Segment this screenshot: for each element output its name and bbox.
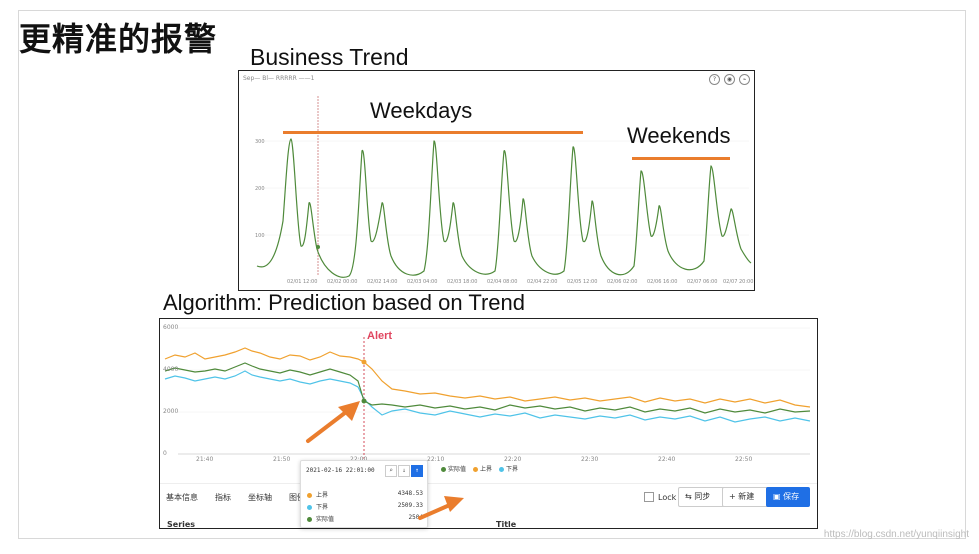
prediction-plot bbox=[164, 327, 811, 459]
tooltip-date: 2021-02-16 22:01:00 bbox=[306, 467, 375, 474]
trend-x-tick: 02/04 08:00 bbox=[487, 279, 518, 285]
legend-item-lower[interactable]: 下界 bbox=[499, 464, 518, 473]
trend-panel-header: Sep— Bl— RRRRR ——1 bbox=[243, 75, 315, 82]
tab-axis[interactable]: 坐标轴 bbox=[248, 493, 272, 502]
prediction-x-tick: 22:20 bbox=[504, 456, 522, 463]
weekends-annotation: Weekends bbox=[627, 123, 731, 148]
sort-asc-icon[interactable]: ↑ bbox=[411, 465, 423, 477]
sync-icon: ⇆ bbox=[685, 492, 692, 501]
trend-y-tick: 200 bbox=[255, 186, 265, 192]
new-button[interactable]: + 新建 bbox=[722, 487, 772, 507]
sync-button[interactable]: ⇆ 同步 bbox=[678, 487, 728, 507]
trend-x-tick: 02/04 22:00 bbox=[527, 279, 558, 285]
eye-icon[interactable]: ◉ bbox=[724, 74, 735, 85]
watermark: https://blog.csdn.net/yunqiinsight bbox=[823, 529, 969, 540]
lock-label: Lock bbox=[658, 492, 677, 502]
data-tooltip: 2021-02-16 22:01:00 ⌕ ↓ ↑ 上界 4348.53 下界 … bbox=[300, 460, 428, 528]
tab-legend[interactable]: 图例 bbox=[289, 493, 305, 502]
save-button[interactable]: ▣ 保存 bbox=[766, 487, 810, 507]
tab-basic-info[interactable]: 基本信息 bbox=[166, 493, 198, 502]
business-trend-panel: Sep— Bl— RRRRR ——1 ? ◉ ⌁ 300 200 100 02/… bbox=[238, 70, 755, 291]
upper-bound-line bbox=[164, 347, 811, 408]
trend-series-line bbox=[256, 138, 752, 278]
trend-x-tick: 02/02 14:00 bbox=[367, 279, 398, 285]
trend-x-tick: 02/03 04:00 bbox=[407, 279, 438, 285]
prediction-y-tick: 6000 bbox=[163, 324, 179, 331]
lower-bound-line bbox=[164, 370, 811, 423]
title-label: Title bbox=[496, 520, 517, 529]
prediction-x-tick: 22:00 bbox=[350, 456, 367, 463]
weekdays-bar bbox=[283, 131, 583, 134]
trend-panel-icons: ? ◉ ⌁ bbox=[709, 74, 750, 85]
save-icon: ▣ bbox=[773, 492, 781, 501]
trend-x-tick: 02/06 16:00 bbox=[647, 279, 678, 285]
upper-bound-marker bbox=[361, 359, 367, 365]
trend-x-tick: 02/06 02:00 bbox=[607, 279, 638, 285]
lock-toggle[interactable]: Lock bbox=[644, 492, 676, 502]
business-trend-heading: Business Trend bbox=[250, 44, 409, 70]
lock-checkbox[interactable] bbox=[644, 492, 654, 502]
prediction-y-tick: 0 bbox=[163, 450, 167, 457]
actual-value-line bbox=[164, 362, 811, 414]
trend-plot bbox=[256, 96, 752, 278]
prediction-x-tick: 22:40 bbox=[658, 456, 676, 463]
prediction-x-tick: 22:10 bbox=[427, 456, 445, 463]
tooltip-row-lower: 下界 2509.33 bbox=[307, 502, 423, 511]
legend-item-actual[interactable]: 实际值 bbox=[441, 464, 466, 473]
alert-label: Alert bbox=[367, 330, 393, 342]
sort-desc-icon[interactable]: ↓ bbox=[398, 465, 410, 477]
prediction-x-tick: 22:30 bbox=[581, 456, 599, 463]
link-icon[interactable]: ⌁ bbox=[739, 74, 750, 85]
tooltip-row-actual: 实际值 2504 bbox=[307, 514, 423, 523]
arrow-to-tooltip bbox=[418, 496, 464, 520]
prediction-y-tick: 4000 bbox=[163, 366, 179, 373]
prediction-legend: 实际值 上界 下界 bbox=[441, 464, 518, 473]
trend-y-tick: 100 bbox=[255, 233, 265, 239]
arrow-to-alert bbox=[306, 401, 360, 443]
trend-x-tick: 02/07 20:00 bbox=[723, 279, 754, 285]
trend-x-tick: 02/03 18:00 bbox=[447, 279, 478, 285]
tooltip-row-upper: 上界 4348.53 bbox=[307, 490, 423, 499]
tab-metrics[interactable]: 指标 bbox=[215, 493, 231, 502]
help-icon[interactable]: ? bbox=[709, 74, 720, 85]
series-label: Series bbox=[167, 520, 196, 529]
trend-x-tick: 02/01 12:00 bbox=[287, 279, 318, 285]
prediction-divider bbox=[160, 483, 817, 484]
slide-title: 更精准的报警 bbox=[19, 20, 218, 58]
trend-x-tick: 02/05 12:00 bbox=[567, 279, 598, 285]
actual-value-marker bbox=[361, 398, 367, 404]
prediction-x-tick: 21:40 bbox=[196, 456, 214, 463]
legend-item-upper[interactable]: 上界 bbox=[473, 464, 492, 473]
prediction-y-tick: 2000 bbox=[163, 408, 179, 415]
prediction-x-tick: 22:50 bbox=[735, 456, 753, 463]
prediction-x-tick: 21:50 bbox=[273, 456, 291, 463]
weekends-bar bbox=[632, 157, 730, 160]
weekdays-annotation: Weekdays bbox=[370, 98, 473, 123]
trend-x-tick: 02/07 06:00 bbox=[687, 279, 718, 285]
zoom-icon[interactable]: ⌕ bbox=[385, 465, 397, 477]
config-tabs: 基本信息 指标 坐标轴 图例 bbox=[166, 492, 305, 503]
algorithm-heading: Algorithm: Prediction based on Trend bbox=[163, 290, 525, 315]
trend-y-tick: 300 bbox=[255, 139, 265, 145]
trend-x-tick: 02/02 00:00 bbox=[327, 279, 358, 285]
trend-cursor-dot bbox=[316, 245, 320, 249]
